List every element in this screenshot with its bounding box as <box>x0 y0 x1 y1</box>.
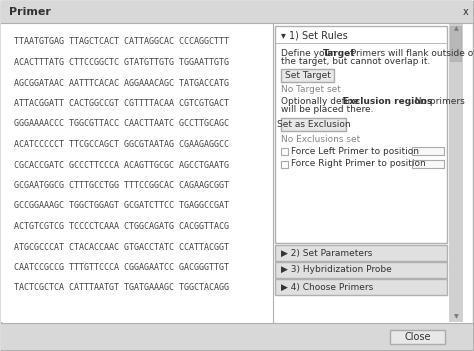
Text: will be placed there.: will be placed there. <box>281 106 374 114</box>
Text: ▶ 4) Choose Primers: ▶ 4) Choose Primers <box>281 283 373 291</box>
Bar <box>281 69 334 82</box>
Text: ACACTTTATG CTTCCGGCTC GTATGTTGTG TGGAATTGTG: ACACTTTATG CTTCCGGCTC GTATGTTGTG TGGAATT… <box>14 58 229 67</box>
Bar <box>275 279 447 295</box>
Bar <box>449 24 463 322</box>
Text: TTAATGTGAG TTAGCTCACT CATTAGGCAC CCCAGGCTTT: TTAATGTGAG TTAGCTCACT CATTAGGCAC CCCAGGC… <box>14 38 229 46</box>
Bar <box>1 24 273 322</box>
Text: ▼: ▼ <box>454 314 458 319</box>
Bar <box>275 262 447 278</box>
Text: . No primers: . No primers <box>409 98 465 106</box>
Text: GGGAAAACCC TGGCGTTACC CAACTTAATC GCCTTGCAGC: GGGAAAACCC TGGCGTTACC CAACTTAATC GCCTTGC… <box>14 119 229 128</box>
Bar <box>275 245 447 261</box>
Text: CAATCCGCCG TTTGTTCCCA CGGAGAATCC GACGGGTTGT: CAATCCGCCG TTTGTTCCCA CGGAGAATCC GACGGGT… <box>14 263 229 272</box>
Text: GCCGGAAAGC TGGCTGGAGT GCGATCTTCC TGAGGCCGAT: GCCGGAAAGC TGGCTGGAGT GCGATCTTCC TGAGGCC… <box>14 201 229 211</box>
Text: CGCACCGATC GCCCTTCCCA ACAGTTGCGC AGCCTGAATG: CGCACCGATC GCCCTTCCCA ACAGTTGCGC AGCCTGA… <box>14 160 229 170</box>
Bar <box>1 1 473 23</box>
Text: Define your: Define your <box>281 48 337 58</box>
Bar <box>390 330 445 344</box>
Text: Close: Close <box>404 332 431 342</box>
Text: ATTACGGATT CACTGGCCGT CGTTTTACAA CGTCGTGACT: ATTACGGATT CACTGGCCGT CGTTTTACAA CGTCGTG… <box>14 99 229 108</box>
Bar <box>281 160 288 167</box>
Text: ▾ 1) Set Rules: ▾ 1) Set Rules <box>281 30 348 40</box>
Bar <box>281 147 288 154</box>
Bar <box>281 118 346 131</box>
Text: ▶ 2) Set Parameters: ▶ 2) Set Parameters <box>281 249 373 258</box>
Text: TACTCGCTCA CATTTAATGT TGATGAAAGC TGGCTACAGG: TACTCGCTCA CATTTAATGT TGATGAAAGC TGGCTAC… <box>14 284 229 292</box>
Bar <box>412 160 444 168</box>
Text: Set Target: Set Target <box>284 71 330 80</box>
Text: No Exclusions set: No Exclusions set <box>281 134 360 144</box>
Bar <box>275 26 447 243</box>
Bar <box>1 323 473 350</box>
Text: GCGAATGGCG CTTTGCCTGG TTTCCGGCAC CAGAAGCGGT: GCGAATGGCG CTTTGCCTGG TTTCCGGCAC CAGAAGC… <box>14 181 229 190</box>
Bar <box>450 26 461 61</box>
Text: ACATCCCCCT TTCGCCAGCT GGCGTAATAG CGAAGAGGCC: ACATCCCCCT TTCGCCAGCT GGCGTAATAG CGAAGAG… <box>14 140 229 149</box>
Text: ▶ 3) Hybridization Probe: ▶ 3) Hybridization Probe <box>281 265 392 274</box>
Text: Optionally define: Optionally define <box>281 98 362 106</box>
Text: No Target set: No Target set <box>281 86 341 94</box>
Text: ATGCGCCCAT CTACACCAAC GTGACCTATC CCATTACGGT: ATGCGCCCAT CTACACCAAC GTGACCTATC CCATTAC… <box>14 243 229 252</box>
Text: Exclusion regions: Exclusion regions <box>343 98 432 106</box>
Text: AGCGGATAAC AATTTCACAC AGGAAACAGC TATGACCATG: AGCGGATAAC AATTTCACAC AGGAAACAGC TATGACC… <box>14 79 229 87</box>
Text: Primer: Primer <box>9 7 51 17</box>
Text: ▲: ▲ <box>454 26 458 32</box>
Text: Target: Target <box>322 48 355 58</box>
Text: x: x <box>463 7 469 17</box>
Text: Force Left Primer to position: Force Left Primer to position <box>291 146 419 155</box>
Text: . Primers will flank outside of: . Primers will flank outside of <box>346 48 474 58</box>
Text: Set as Exclusion: Set as Exclusion <box>277 120 350 129</box>
Text: the target, but cannot overlap it.: the target, but cannot overlap it. <box>281 57 430 66</box>
Text: Force Right Primer to position: Force Right Primer to position <box>291 159 426 168</box>
Bar <box>412 147 444 155</box>
Text: ACTGTCGTCG TCCCCTCAAA CTGGCAGATG CACGGTTACG: ACTGTCGTCG TCCCCTCAAA CTGGCAGATG CACGGTT… <box>14 222 229 231</box>
